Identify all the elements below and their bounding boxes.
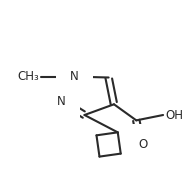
Text: N: N — [57, 95, 66, 108]
Text: OH: OH — [166, 109, 184, 122]
Text: CH₃: CH₃ — [17, 70, 39, 83]
Text: O: O — [138, 138, 147, 151]
Text: N: N — [70, 70, 79, 83]
